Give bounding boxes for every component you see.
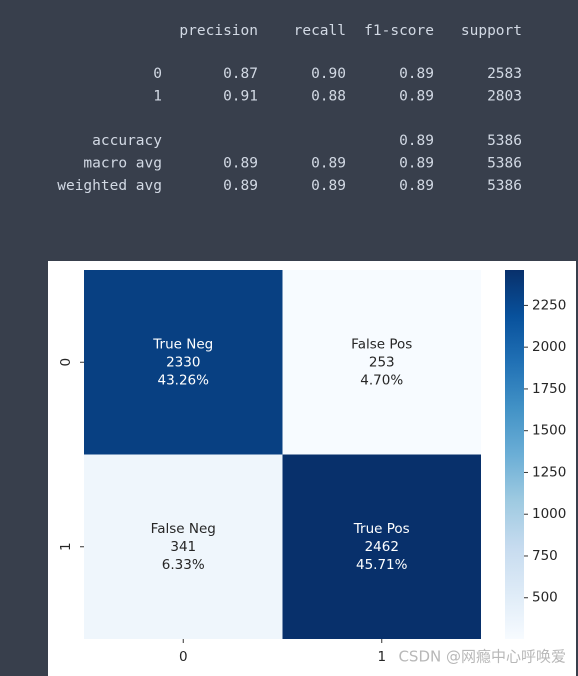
cell-count: 341 <box>170 539 196 555</box>
y-tick-label: 0 <box>58 358 74 367</box>
report-cell: 0.89 <box>399 133 434 149</box>
report-row-label: 0 <box>153 66 162 82</box>
report-row-label: accuracy <box>92 133 162 149</box>
report-cell: 0.89 <box>311 156 346 172</box>
heatmap-cell <box>84 270 283 455</box>
report-header: recall <box>294 23 346 39</box>
colorbar-tick-label: 500 <box>532 590 558 606</box>
colorbar-tick-label: 2250 <box>532 297 566 313</box>
cell-count: 253 <box>369 354 395 370</box>
cell-count: 2462 <box>365 539 399 555</box>
colorbar-tick-label: 750 <box>532 548 558 564</box>
report-row-label: weighted avg <box>57 178 162 194</box>
report-cell: 0.89 <box>399 89 434 105</box>
colorbar-tick-label: 2000 <box>532 339 566 355</box>
cell-percent: 6.33% <box>162 557 205 573</box>
report-cell: 0.89 <box>311 178 346 194</box>
cell-group-name: False Neg <box>151 521 216 537</box>
colorbar <box>505 270 524 639</box>
report-cell: 5386 <box>487 156 522 172</box>
report-cell: 0.89 <box>223 178 258 194</box>
cell-percent: 45.71% <box>356 557 408 573</box>
report-header: f1-score <box>364 23 434 39</box>
colorbar-tick-label: 1750 <box>532 381 566 397</box>
report-header: precision <box>179 23 258 39</box>
cell-group-name: True Neg <box>152 336 213 352</box>
cell-percent: 4.70% <box>360 372 403 388</box>
report-header: support <box>461 23 522 39</box>
heatmap-cell <box>282 270 481 455</box>
report-cell: 2803 <box>487 89 522 105</box>
report-cell: 0.90 <box>311 66 346 82</box>
report-row-label: 1 <box>153 89 162 105</box>
report-cell: 0.91 <box>223 89 258 105</box>
x-tick-label: 1 <box>377 649 386 665</box>
heatmap-cell <box>84 454 283 639</box>
cell-group-name: False Pos <box>351 336 412 352</box>
watermark: CSDN @网瘾中心呼唤爱 <box>398 648 566 666</box>
report-cell: 0.89 <box>399 178 434 194</box>
report-cell: 0.88 <box>311 89 346 105</box>
report-cell: 0.89 <box>399 66 434 82</box>
heatmap-cell <box>282 454 481 639</box>
colorbar-tick-label: 1000 <box>532 506 566 522</box>
report-cell: 5386 <box>487 178 522 194</box>
colorbar-tick-label: 1250 <box>532 464 566 480</box>
report-cell: 0.89 <box>399 156 434 172</box>
cell-group-name: True Pos <box>353 521 410 537</box>
report-row-label: macro avg <box>83 156 162 172</box>
x-tick-label: 0 <box>179 649 188 665</box>
cell-count: 2330 <box>166 354 200 370</box>
report-cell: 2583 <box>487 66 522 82</box>
colorbar-tick-label: 1500 <box>532 423 566 439</box>
cell-percent: 43.26% <box>158 372 210 388</box>
report-cell: 5386 <box>487 133 522 149</box>
report-cell: 0.87 <box>223 66 258 82</box>
y-tick-label: 1 <box>58 542 74 551</box>
report-cell: 0.89 <box>223 156 258 172</box>
